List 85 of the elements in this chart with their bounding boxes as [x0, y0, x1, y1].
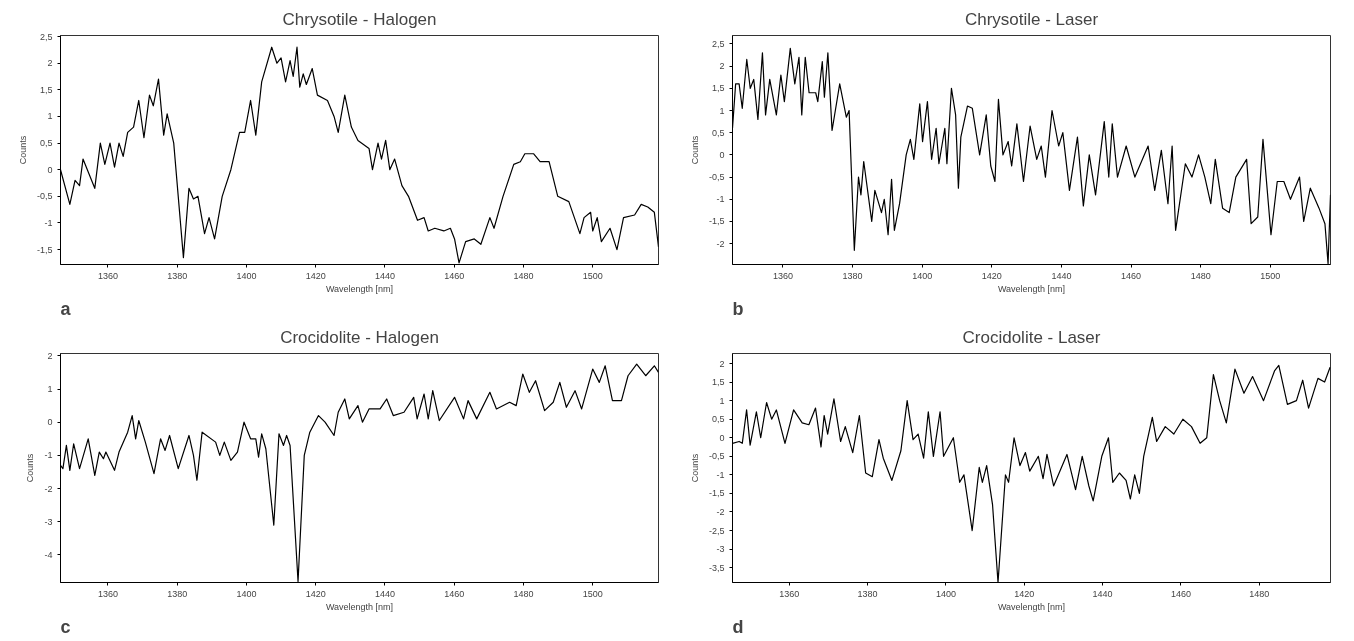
y-tick-label: -1	[44, 450, 53, 461]
y-tick-label: 1	[719, 395, 725, 406]
y-tick-label: 1	[47, 384, 53, 395]
x-tick-label: 1480	[513, 588, 534, 599]
y-axis-title: Counts	[689, 453, 700, 483]
y-axis-title: Counts	[17, 135, 28, 165]
y-axis-title: Counts	[25, 453, 36, 483]
x-tick-label: 1420	[1014, 588, 1035, 599]
y-tick-label: 1	[47, 111, 53, 122]
y-tick-label: -2	[716, 238, 725, 249]
y-tick-label: -4	[44, 549, 53, 560]
x-tick-label: 1360	[97, 270, 118, 281]
y-tick-label: -2	[716, 506, 725, 517]
x-tick-label: 1400	[236, 588, 257, 599]
y-tick-label: 2	[47, 350, 53, 361]
x-tick-label: 1480	[1249, 588, 1270, 599]
y-tick-label: -1,5	[708, 488, 725, 499]
x-tick-label: 1380	[842, 270, 863, 281]
x-axis-title: Wavelength [nm]	[997, 601, 1066, 612]
text: a	[60, 298, 72, 319]
x-tick-label: 1500	[1260, 270, 1281, 281]
y-tick-label: 2,5	[711, 38, 725, 49]
x-tick-label: 1420	[305, 270, 326, 281]
x-tick-label: 1440	[1092, 588, 1113, 599]
x-tick-label: 1400	[236, 270, 257, 281]
x-tick-label: 1360	[97, 588, 118, 599]
y-tick-label: -1	[44, 217, 53, 228]
y-tick-label: 2	[719, 61, 725, 72]
y-tick-label: -2,5	[708, 525, 725, 536]
x-tick-label: 1400	[912, 270, 933, 281]
y-tick-label: -3,5	[708, 562, 725, 573]
text: c	[60, 616, 71, 637]
x-tick-label: 1380	[167, 588, 188, 599]
y-tick-label: 0	[719, 432, 725, 443]
chart-title: Crocidolite - Laser	[962, 327, 1101, 347]
x-tick-label: 1380	[167, 270, 188, 281]
x-tick-label: 1460	[1121, 270, 1142, 281]
x-tick-label: 1480	[513, 270, 534, 281]
x-tick-label: 1440	[374, 270, 395, 281]
x-tick-label: 1460	[1170, 588, 1191, 599]
text: b	[732, 298, 744, 319]
x-tick-label: 1500	[582, 588, 603, 599]
y-tick-label: 0,5	[711, 414, 725, 425]
y-tick-label: -3	[716, 544, 725, 555]
x-tick-label: 1440	[1051, 270, 1072, 281]
x-tick-label: 1360	[779, 588, 800, 599]
x-tick-label: 1420	[305, 588, 326, 599]
y-tick-label: 1,5	[711, 83, 725, 94]
x-axis-title: Wavelength [nm]	[325, 601, 394, 612]
y-tick-label: -0,5	[708, 172, 725, 183]
x-tick-label: 1460	[444, 270, 465, 281]
y-tick-label: -2	[44, 483, 53, 494]
x-tick-label: 1420	[981, 270, 1002, 281]
y-tick-label: 0	[47, 417, 53, 428]
chart-title: Crocidolite - Halogen	[280, 327, 439, 347]
y-tick-label: -0,5	[36, 191, 53, 202]
y-tick-label: -0,5	[708, 451, 725, 462]
y-tick-label: 0	[47, 164, 53, 175]
y-tick-label: -1	[716, 194, 725, 205]
y-tick-label: 1	[719, 105, 725, 116]
x-tick-label: 1440	[374, 588, 395, 599]
y-tick-label: -1	[716, 469, 725, 480]
x-tick-label: 1500	[582, 270, 603, 281]
y-tick-label: -1,5	[36, 244, 53, 255]
x-tick-label: 1460	[444, 588, 465, 599]
y-tick-label: -3	[44, 516, 53, 527]
chart-title: Chrysotile - Halogen	[282, 9, 437, 29]
y-tick-label: 0,5	[711, 127, 725, 138]
x-tick-label: 1480	[1190, 270, 1211, 281]
y-tick-label: 1,5	[39, 84, 53, 95]
y-tick-label: -1,5	[708, 216, 725, 227]
y-axis-title: Counts	[689, 135, 700, 165]
x-tick-label: 1360	[772, 270, 793, 281]
y-tick-label: 0	[719, 149, 725, 160]
y-tick-label: 2	[719, 358, 725, 369]
x-axis-title: Wavelength [nm]	[325, 283, 394, 294]
y-tick-label: 0,5	[39, 138, 53, 149]
y-tick-label: 2	[47, 58, 53, 69]
x-tick-label: 1380	[857, 588, 878, 599]
y-tick-label: 1,5	[711, 377, 725, 388]
text: d	[732, 616, 744, 637]
x-tick-label: 1400	[935, 588, 956, 599]
y-tick-label: 2,5	[39, 31, 53, 42]
x-axis-title: Wavelength [nm]	[997, 283, 1066, 294]
chart-title: Chrysotile - Laser	[964, 9, 1099, 29]
